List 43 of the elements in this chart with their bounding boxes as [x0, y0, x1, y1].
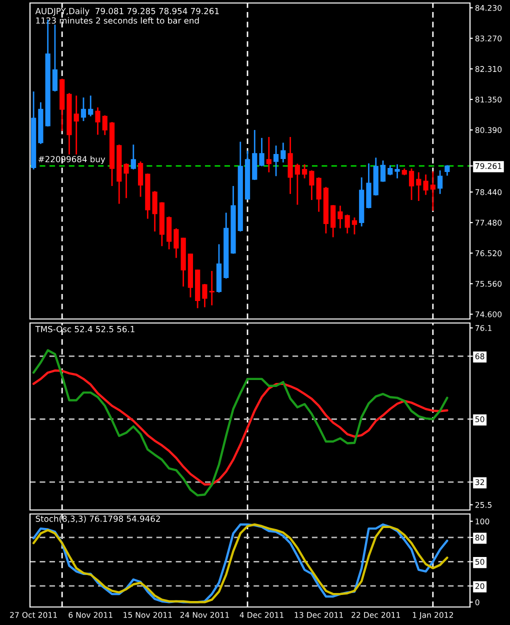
candlestick: [437, 170, 443, 195]
candlestick: [209, 270, 214, 306]
candlestick: [88, 94, 94, 117]
candlestick: [408, 168, 414, 201]
candlestick: [394, 164, 400, 180]
candlestick: [416, 172, 422, 202]
text: AUDJPY,Daily 79.081 79.285 78.954 79.261: [35, 8, 219, 16]
candlestick: [259, 137, 264, 167]
candlestick: [388, 164, 393, 176]
candlestick: [166, 216, 172, 250]
candlestick: [174, 228, 179, 259]
candlestick: [202, 283, 208, 308]
text: 1123 minutes 2 seconds left to bar end: [36, 17, 199, 24]
candlestick: [52, 24, 58, 92]
candlestick: [338, 205, 343, 229]
line-series: [32, 349, 448, 496]
candlestick: [266, 136, 272, 173]
line-series: [32, 523, 448, 604]
candlestick: [288, 136, 293, 195]
candlestick: [352, 216, 358, 236]
candlestick: [80, 96, 86, 122]
candlestick: [294, 163, 300, 206]
candlestick: [309, 170, 314, 201]
candlestick: [302, 164, 308, 180]
candlestick: [444, 164, 450, 176]
candlestick: [138, 160, 144, 198]
line-series: [32, 369, 448, 486]
candlestick: [273, 144, 279, 177]
ref-line-label: #22099684 buy: [38, 156, 106, 164]
candlestick: [330, 204, 336, 238]
candlestick: [74, 94, 79, 156]
candlestick: [95, 106, 100, 136]
candlestick: [102, 114, 108, 136]
candlestick: [380, 160, 386, 183]
chart-title: Stoch(8,3,3) 76.1798 54.9462: [36, 515, 160, 523]
candlestick: [423, 174, 428, 196]
candlestick: [344, 214, 350, 234]
candlestick: [130, 144, 136, 170]
candlestick: [124, 162, 129, 199]
chart-title: TMS-Osc 52.4 52.5 56.1: [35, 326, 134, 332]
candlestick: [316, 176, 322, 212]
candlestick: [152, 190, 158, 232]
candlestick: [280, 142, 286, 164]
